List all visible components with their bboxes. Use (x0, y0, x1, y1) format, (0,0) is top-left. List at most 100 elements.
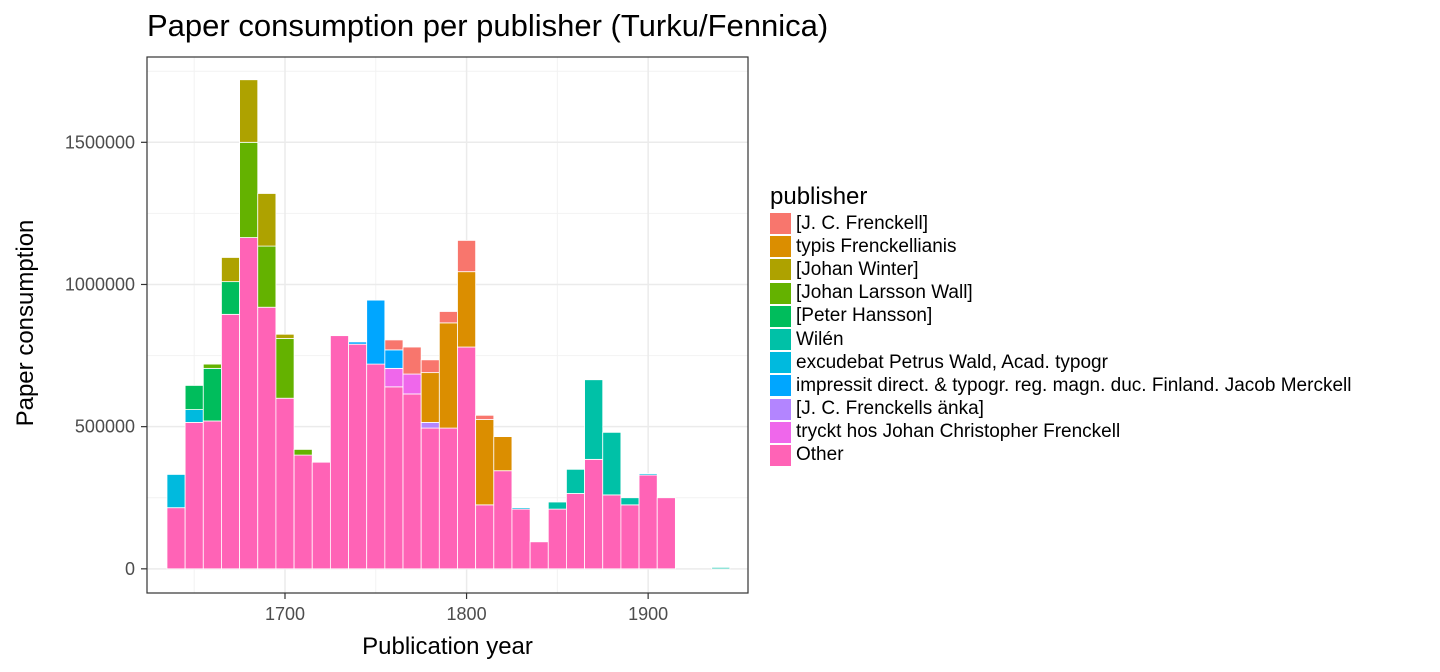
bar-segment (184, 385, 204, 410)
legend-label: impressit direct. & typogr. reg. magn. d… (796, 374, 1352, 396)
legend-item: Other (770, 444, 1351, 467)
bar-segment (275, 333, 295, 339)
bar-segment (620, 504, 640, 570)
bar-segment (329, 335, 349, 570)
bar-segment (511, 508, 531, 570)
bar-segment (348, 343, 368, 570)
bar-segment (638, 474, 658, 570)
bar-segment (348, 341, 368, 345)
bar-segment (438, 311, 458, 324)
bar-segment (402, 373, 422, 395)
bar-segment (166, 474, 186, 509)
bar-segment (221, 281, 241, 315)
legend-label: typis Frenckellianis (796, 235, 957, 257)
legend-label: [J. C. Frenckells änka] (796, 398, 984, 420)
legend-item: tryckt hos Johan Christopher Frenckell (770, 421, 1351, 444)
y-tick-label: 1500000 (65, 132, 135, 152)
bar-segment (366, 299, 386, 365)
legend-key (770, 329, 791, 351)
bar-segment (602, 494, 622, 570)
legend-key (770, 375, 791, 397)
legend-key (770, 305, 791, 327)
bar-segment (402, 393, 422, 570)
legend-item: [Johan Larsson Wall] (770, 282, 1351, 305)
bar-segment (257, 245, 277, 308)
legend-key (770, 421, 791, 443)
bar-segment (493, 470, 513, 570)
bar-segment (166, 507, 186, 570)
bars (166, 79, 731, 570)
bar-segment (293, 449, 313, 456)
legend-key (770, 444, 791, 466)
legend-label: [Peter Hansson] (796, 305, 933, 327)
bar-segment (402, 346, 422, 375)
bar-segment (420, 359, 440, 374)
bar-segment (602, 431, 622, 496)
legend-key (770, 213, 791, 235)
legend-items: [J. C. Frenckell] typis Frenckellianis [Jo… (770, 212, 1351, 467)
legend-title: publisher (770, 183, 868, 210)
legend-item: typis Frenckellianis (770, 235, 1351, 258)
legend-key (770, 352, 791, 374)
bar-segment (239, 141, 259, 238)
bar-segment (257, 306, 277, 570)
x-tick-label: 1900 (628, 604, 668, 624)
y-tick-label: 0 (125, 559, 135, 579)
bar-segment (184, 421, 204, 570)
legend: publisher [J. C. Frenckell] typis Frencke… (770, 182, 1351, 467)
legend-item: [J. C. Frenckell] (770, 212, 1351, 235)
bar-segment (257, 193, 277, 247)
legend-item: excudebat Petrus Wald, Acad. typogr (770, 351, 1351, 374)
legend-label: tryckt hos Johan Christopher Frenckell (796, 421, 1121, 443)
bar-segment (384, 339, 404, 351)
legend-item: [Peter Hansson] (770, 305, 1351, 328)
y-axis-title: Paper consumption (12, 220, 39, 427)
bar-segment (493, 436, 513, 472)
x-tick-label: 1700 (265, 604, 305, 624)
legend-label: Other (796, 444, 844, 466)
legend-label: [Johan Larsson Wall] (796, 282, 973, 304)
bar-segment (547, 501, 567, 510)
bar-segment (420, 372, 440, 423)
panel-border (146, 56, 749, 594)
bar-segment (475, 504, 495, 570)
legend-key (770, 398, 791, 420)
bar-segment (584, 458, 604, 570)
bar-segment (457, 240, 477, 273)
legend-key (770, 236, 791, 258)
bar-segment (384, 367, 404, 388)
bar-segment (584, 379, 604, 460)
bar-segment (529, 541, 549, 570)
legend-label: excudebat Petrus Wald, Acad. typogr (796, 351, 1108, 373)
bar-segment (221, 313, 241, 570)
axes: 1700 1800 1900 0 500000 1000000 1500000 (65, 132, 668, 624)
bar-segment (221, 257, 241, 283)
bar-segment (438, 322, 458, 429)
bar-segment (239, 237, 259, 570)
bar-segment (457, 271, 477, 348)
legend-key (770, 259, 791, 281)
bar-segment (638, 473, 658, 476)
bar-segment (202, 420, 222, 570)
bar-segment (656, 497, 676, 570)
bar-segment (438, 427, 458, 570)
bar-segment (566, 468, 585, 494)
bar-segment (384, 349, 404, 369)
bar-segment (239, 79, 259, 143)
bar-segment (511, 507, 531, 510)
y-tick-label: 1000000 (65, 274, 135, 294)
bar-segment (566, 493, 585, 570)
bar-segment (293, 454, 313, 570)
bar-segment (475, 419, 495, 506)
bar-segment (275, 397, 295, 570)
x-tick-label: 1800 (447, 604, 487, 624)
legend-item: [Johan Winter] (770, 258, 1351, 281)
bar-segment (620, 497, 640, 506)
bar-segment (475, 414, 495, 420)
bar-segment (311, 461, 331, 570)
bar-segment (547, 508, 567, 570)
legend-item: impressit direct. & typogr. reg. magn. d… (770, 374, 1351, 397)
legend-item: Wilén (770, 328, 1351, 351)
legend-label: Wilén (796, 328, 844, 350)
